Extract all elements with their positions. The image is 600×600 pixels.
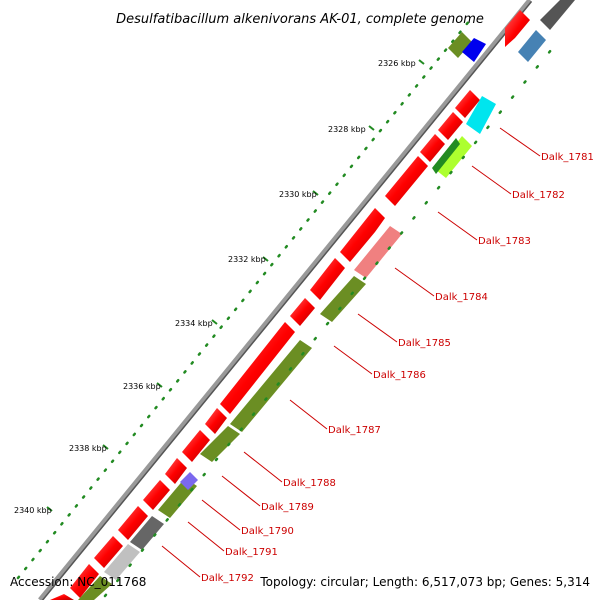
cds-feature: [290, 298, 315, 326]
cds-feature: [70, 564, 99, 598]
cds-feature: [340, 208, 385, 262]
gene-label: Dalk_1784: [435, 292, 488, 303]
cds-feature: [205, 408, 227, 434]
cds-feature: [180, 472, 198, 490]
cds-feature: [385, 156, 428, 206]
scale-label: 2340 kbp: [14, 506, 52, 515]
gene-label: Dalk_1790: [241, 526, 294, 537]
map-title: Desulfatibacillum alkenivorans AK-01, co…: [116, 12, 484, 27]
scale-label: 2336 kbp: [123, 382, 161, 391]
cds-feature: [230, 340, 312, 432]
gene-label: Dalk_1781: [541, 152, 594, 163]
cds-feature: [104, 544, 140, 580]
cds-feature: [310, 258, 345, 300]
gene-labels: Dalk_1781 Dalk_1782 Dalk_1783 Dalk_1784 …: [201, 152, 594, 584]
gene-label: Dalk_1785: [398, 338, 451, 349]
scale-label: 2328 kbp: [328, 125, 366, 134]
cds-feature: [143, 480, 170, 510]
inner-strand-features: [78, 0, 575, 600]
cds-feature: [462, 38, 486, 62]
cds-feature: [466, 96, 496, 134]
gene-label: Dalk_1787: [328, 425, 381, 436]
cds-feature: [505, 10, 530, 47]
scale-ticks: 2326 kbp 2328 kbp 2330 kbp 2332 kbp 2334…: [14, 59, 425, 515]
scale-label: 2334 kbp: [175, 319, 213, 328]
gene-label: Dalk_1789: [261, 502, 314, 513]
cds-feature: [448, 32, 472, 58]
gene-label: Dalk_1782: [512, 190, 565, 201]
cds-feature: [200, 426, 240, 462]
cds-feature: [50, 594, 74, 600]
gene-label: Dalk_1788: [283, 478, 336, 489]
gene-label: Dalk_1792: [201, 573, 254, 584]
cds-feature: [436, 136, 472, 178]
topology-summary: Topology: circular; Length: 6,517,073 bp…: [259, 575, 590, 589]
cds-feature: [78, 576, 112, 600]
scale-label: 2326 kbp: [378, 59, 416, 68]
dotted-tick-track: [16, 18, 472, 580]
cds-feature: [518, 30, 546, 62]
cds-feature: [220, 322, 295, 414]
cds-feature: [420, 134, 445, 162]
gene-label: Dalk_1791: [225, 547, 278, 558]
scale-label: 2330 kbp: [279, 190, 317, 199]
cds-feature: [540, 0, 575, 30]
gene-label: Dalk_1786: [373, 370, 426, 381]
scale-label: 2338 kbp: [69, 444, 107, 453]
cds-feature: [94, 536, 123, 568]
gene-leader-lines: [161, 127, 541, 578]
gene-label: Dalk_1783: [478, 236, 531, 247]
inner-tick-track: [103, 42, 558, 598]
cds-feature: [432, 138, 460, 174]
cds-feature: [165, 458, 187, 484]
genome-backbone: [38, 0, 533, 600]
cds-feature: [118, 506, 148, 540]
cds-feature: [182, 430, 210, 462]
cds-feature: [354, 226, 402, 278]
accession-text: Accession: NC_011768: [10, 575, 146, 589]
cds-feature: [455, 90, 480, 118]
forward-strand-cds: [50, 10, 530, 600]
cds-feature: [130, 516, 164, 550]
scale-label: 2332 kbp: [228, 255, 266, 264]
cds-feature: [320, 276, 366, 322]
cds-feature: [438, 112, 463, 140]
